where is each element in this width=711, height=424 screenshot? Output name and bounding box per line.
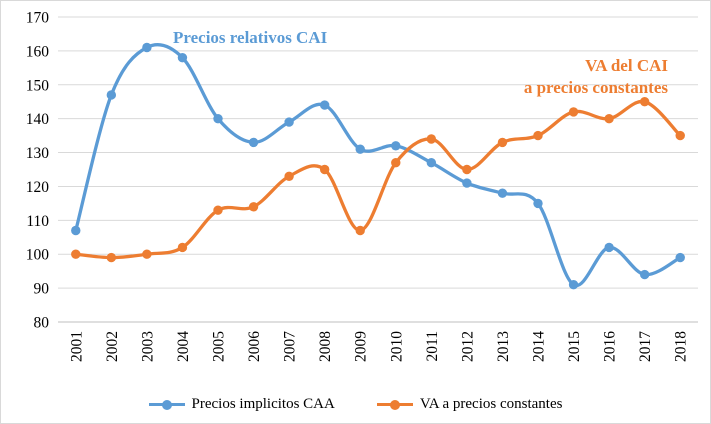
x-tick-label: 2012 (459, 331, 476, 362)
data-point-series-1 (675, 130, 685, 141)
annotation-va-line2: a precios constantes (523, 78, 668, 98)
data-point-series-1 (71, 249, 81, 259)
x-tick-label: 2004 (175, 331, 192, 362)
x-tick-label: 2002 (104, 331, 121, 362)
data-point-series-1 (604, 113, 614, 124)
data-point-series-1 (248, 202, 259, 212)
data-point-series-1 (391, 158, 401, 168)
annotation-precios-relativos-cai: Precios relativos CAI (173, 28, 328, 47)
legend-dot-orange (389, 399, 400, 410)
x-tick-label: 2018 (673, 331, 690, 362)
legend-line-marker-blue-icon (148, 399, 185, 410)
data-point-series-1 (284, 171, 294, 181)
y-tick-label: 140 (26, 111, 50, 128)
y-tick-label: 150 (26, 77, 50, 94)
data-point-series-0 (426, 158, 437, 168)
y-tick-label: 120 (26, 179, 50, 196)
legend-label-precios-implicitos: Precios implicitos CAA (191, 396, 335, 412)
x-tick-label: 2016 (602, 331, 619, 362)
data-point-series-0 (319, 100, 330, 110)
y-tick-label: 100 (26, 247, 50, 264)
y-tick-label: 80 (34, 315, 50, 332)
annotation-va-line1: VA del CAI (585, 56, 668, 75)
data-point-series-1 (639, 97, 650, 107)
x-tick-label: 2006 (246, 331, 263, 362)
data-point-series-0 (533, 198, 543, 209)
x-tick-label: 2014 (531, 331, 548, 362)
data-point-series-0 (639, 269, 650, 280)
annotation-va-del-cai: VA del CAI a precios constantes (524, 55, 668, 99)
y-tick-label: 110 (26, 213, 49, 230)
data-point-series-0 (604, 242, 614, 253)
x-tick-label: 2013 (495, 331, 512, 362)
data-point-series-1 (426, 134, 437, 144)
data-point-series-0 (462, 178, 472, 188)
data-point-series-1 (568, 107, 579, 117)
x-tick-label: 2003 (139, 331, 156, 362)
data-point-series-1 (106, 252, 117, 263)
x-tick-label: 2017 (637, 331, 654, 362)
legend-dot-blue (161, 399, 172, 410)
x-tick-label: 2010 (388, 331, 405, 362)
x-tick-label: 2005 (211, 331, 228, 362)
data-point-series-1 (355, 225, 365, 236)
data-point-series-0 (568, 280, 579, 290)
legend-item-va-precios-constantes: VA a precios constantes (376, 396, 563, 413)
y-tick-label: 90 (34, 281, 50, 298)
data-point-series-1 (213, 205, 223, 215)
data-point-series-1 (177, 242, 188, 253)
data-point-series-0 (497, 188, 508, 198)
data-point-series-0 (142, 42, 152, 53)
legend-line-marker-orange-icon (376, 399, 413, 410)
legend-item-precios-implicitos: Precios implicitos CAA (148, 396, 335, 413)
data-point-series-1 (319, 164, 330, 175)
data-point-series-0 (391, 141, 401, 151)
y-tick-label: 170 (26, 10, 50, 27)
data-point-series-0 (675, 252, 685, 263)
y-tick-label: 130 (26, 145, 50, 162)
x-tick-label: 2001 (68, 331, 85, 362)
data-point-series-1 (462, 164, 472, 175)
x-tick-label: 2011 (424, 331, 441, 361)
data-point-series-1 (497, 137, 508, 148)
x-tick-label: 2009 (353, 331, 370, 362)
x-tick-label: 2008 (317, 331, 334, 362)
data-point-series-1 (533, 130, 543, 141)
data-point-series-0 (284, 117, 294, 127)
data-point-series-0 (177, 52, 188, 63)
data-point-series-0 (248, 137, 259, 148)
chart-legend: Precios implicitos CAA VA a precios cons… (1, 396, 710, 413)
legend-label-va-precios-constantes: VA a precios constantes (419, 396, 563, 412)
data-point-series-0 (106, 90, 117, 100)
data-point-series-0 (213, 113, 223, 124)
data-point-series-1 (142, 249, 152, 259)
y-tick-label: 160 (26, 43, 50, 60)
x-tick-label: 2015 (566, 331, 583, 362)
data-point-series-0 (71, 225, 81, 236)
series-line-1 (74, 99, 682, 260)
data-point-series-0 (355, 144, 365, 154)
x-tick-label: 2007 (282, 331, 299, 362)
